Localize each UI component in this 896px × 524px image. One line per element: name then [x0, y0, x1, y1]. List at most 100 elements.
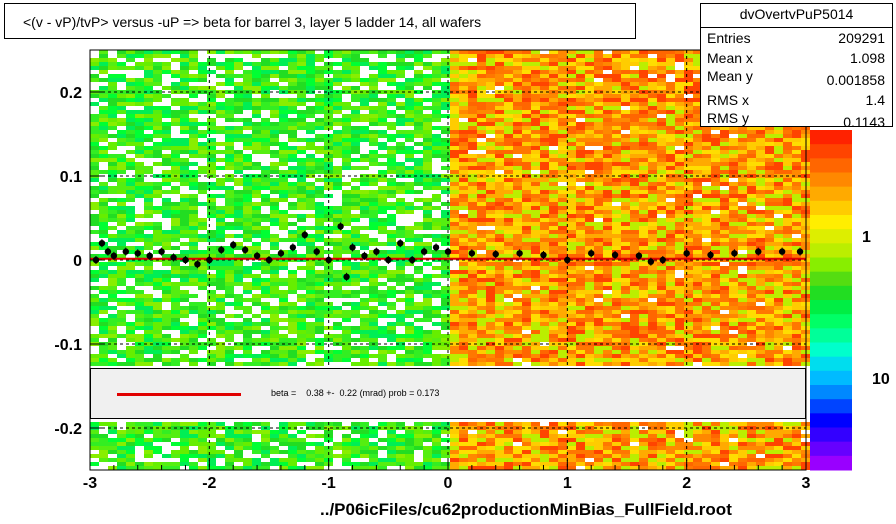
heatmap-cell [441, 266, 450, 270]
heatmap-cell [180, 178, 189, 182]
heatmap-cell [441, 178, 450, 182]
heatmap-cell [486, 198, 495, 202]
heatmap-cell [252, 138, 261, 142]
heatmap-cell [270, 150, 279, 154]
heatmap-cell [558, 142, 567, 146]
heatmap-cell [117, 234, 126, 238]
heatmap-cell [135, 334, 144, 338]
heatmap-cell [351, 214, 360, 218]
heatmap-cell [297, 70, 306, 74]
heatmap-cell [693, 214, 702, 218]
heatmap-cell [549, 50, 558, 54]
heatmap-cell [144, 102, 153, 106]
heatmap-cell [333, 286, 342, 290]
heatmap-cell [189, 262, 198, 266]
heatmap-cell [657, 254, 666, 258]
heatmap-cell [144, 202, 153, 206]
heatmap-cell [612, 290, 621, 294]
heatmap-cell [225, 138, 234, 142]
heatmap-cell [414, 258, 423, 262]
heatmap-cell [711, 322, 720, 326]
heatmap-cell [243, 182, 252, 186]
heatmap-cell [396, 250, 405, 254]
heatmap-cell [594, 86, 603, 90]
heatmap-cell [378, 98, 387, 102]
heatmap-cell [720, 266, 729, 270]
heatmap-cell [576, 178, 585, 182]
heatmap-cell [225, 246, 234, 250]
heatmap-cell [603, 190, 612, 194]
heatmap-cell [792, 130, 801, 134]
heatmap-cell [90, 154, 99, 158]
heatmap-cell [576, 294, 585, 298]
heatmap-cell [549, 126, 558, 130]
heatmap-cell [243, 326, 252, 330]
heatmap-cell [261, 294, 270, 298]
heatmap-cell [675, 70, 684, 74]
heatmap-cell [135, 226, 144, 230]
heatmap-cell [630, 214, 639, 218]
heatmap-cell [396, 190, 405, 194]
heatmap-cell [657, 58, 666, 62]
heatmap-cell [711, 170, 720, 174]
heatmap-cell [639, 126, 648, 130]
heatmap-cell [576, 254, 585, 258]
heatmap-cell [216, 102, 225, 106]
heatmap-cell [639, 322, 648, 326]
heatmap-cell [648, 142, 657, 146]
heatmap-cell [630, 182, 639, 186]
heatmap-cell [252, 178, 261, 182]
heatmap-cell [738, 170, 747, 174]
heatmap-cell [657, 154, 666, 158]
heatmap-cell [585, 334, 594, 338]
heatmap-cell [675, 182, 684, 186]
heatmap-cell [279, 326, 288, 330]
heatmap-cell [108, 290, 117, 294]
heatmap-cell [342, 314, 351, 318]
heatmap-cell [720, 258, 729, 262]
heatmap-cell [693, 270, 702, 274]
heatmap-cell [90, 298, 99, 302]
heatmap-cell [747, 282, 756, 286]
heatmap-cell [117, 166, 126, 170]
heatmap-cell [675, 138, 684, 142]
heatmap-cell [648, 90, 657, 94]
heatmap-cell [396, 310, 405, 314]
heatmap-cell [180, 226, 189, 230]
heatmap-cell [621, 146, 630, 150]
heatmap-cell [792, 274, 801, 278]
heatmap-cell [189, 278, 198, 282]
heatmap-cell [540, 310, 549, 314]
heatmap-cell [576, 114, 585, 118]
heatmap-cell [216, 50, 225, 54]
heatmap-cell [234, 302, 243, 306]
heatmap-cell [315, 70, 324, 74]
heatmap-cell [486, 258, 495, 262]
heatmap-cell [135, 182, 144, 186]
heatmap-cell [225, 210, 234, 214]
heatmap-cell [648, 70, 657, 74]
heatmap-cell [189, 274, 198, 278]
heatmap-cell [432, 222, 441, 226]
heatmap-cell [162, 142, 171, 146]
heatmap-cell [450, 146, 459, 150]
heatmap-cell [729, 270, 738, 274]
heatmap-cell [324, 226, 333, 230]
heatmap-cell [549, 154, 558, 158]
heatmap-cell [522, 94, 531, 98]
heatmap-cell [459, 78, 468, 82]
heatmap-cell [783, 166, 792, 170]
heatmap-cell [216, 330, 225, 334]
heatmap-cell [720, 190, 729, 194]
heatmap-cell [135, 110, 144, 114]
heatmap-cell [117, 214, 126, 218]
heatmap-cell [513, 310, 522, 314]
heatmap-cell [693, 182, 702, 186]
heatmap-cell [585, 50, 594, 54]
heatmap-cell [198, 262, 207, 266]
heatmap-cell [495, 58, 504, 62]
heatmap-cell [360, 166, 369, 170]
heatmap-cell [783, 310, 792, 314]
heatmap-cell [792, 194, 801, 198]
heatmap-cell [522, 114, 531, 118]
